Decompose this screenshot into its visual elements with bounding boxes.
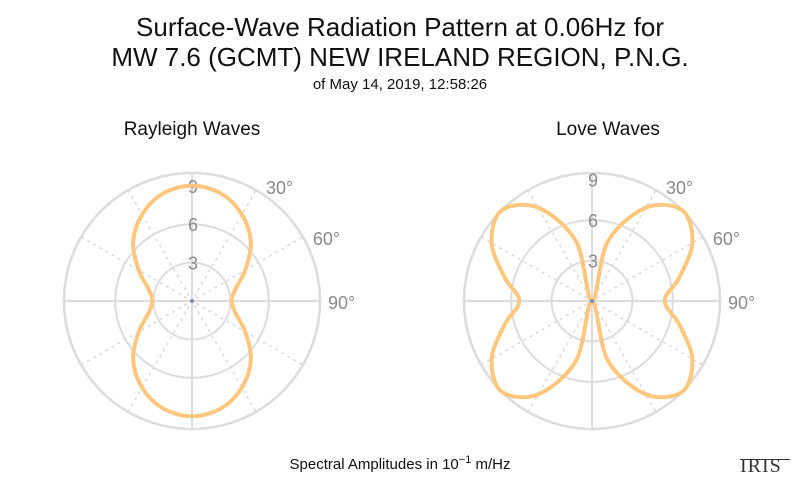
radial-tick-label: 3: [188, 254, 198, 274]
angle-tick-label: 90°: [328, 293, 355, 313]
figure-subtitle-date: of May 14, 2019, 12:58:26: [312, 76, 488, 93]
love-polar-chart: 3 6 9 30° 60° 90°: [462, 171, 755, 431]
amplitude-units-label: Spectral Amplitudes in 10−1 m/Hz: [0, 454, 800, 473]
angle-tick-label: 60°: [713, 229, 740, 249]
iris-logo: IRIS: [740, 455, 782, 477]
rayleigh-subplot-title: Rayleigh Waves: [123, 119, 261, 140]
radial-tick-label: 6: [588, 211, 598, 231]
units-suffix: m/Hz: [471, 456, 511, 473]
love-subplot-title: Love Waves: [556, 119, 660, 140]
figure-title-line-2: MW 7.6 (GCMT) NEW IRELAND REGION, P.N.G.: [111, 42, 689, 72]
rayleigh-polar-chart: 369 30°60°90°: [62, 171, 355, 431]
polar-center-dot: [190, 299, 194, 303]
units-prefix: Spectral Amplitudes in 10: [289, 456, 459, 473]
angle-tick-label: 30°: [266, 178, 293, 198]
units-exponent: −1: [458, 454, 472, 466]
radial-tick-label: 3: [588, 252, 598, 272]
angle-tick-label: 90°: [728, 293, 755, 313]
figure-title-line-1: Surface-Wave Radiation Pattern at 0.06Hz…: [136, 12, 664, 42]
radial-tick-label: 9: [588, 171, 598, 191]
iris-logo-underline: [740, 459, 790, 460]
angle-tick-label: 60°: [313, 229, 340, 249]
angle-tick-label: 30°: [666, 178, 693, 198]
rayleigh-pattern-line: [131, 183, 253, 419]
radial-tick-label: 6: [188, 215, 198, 235]
polar-center-dot: [590, 299, 594, 303]
